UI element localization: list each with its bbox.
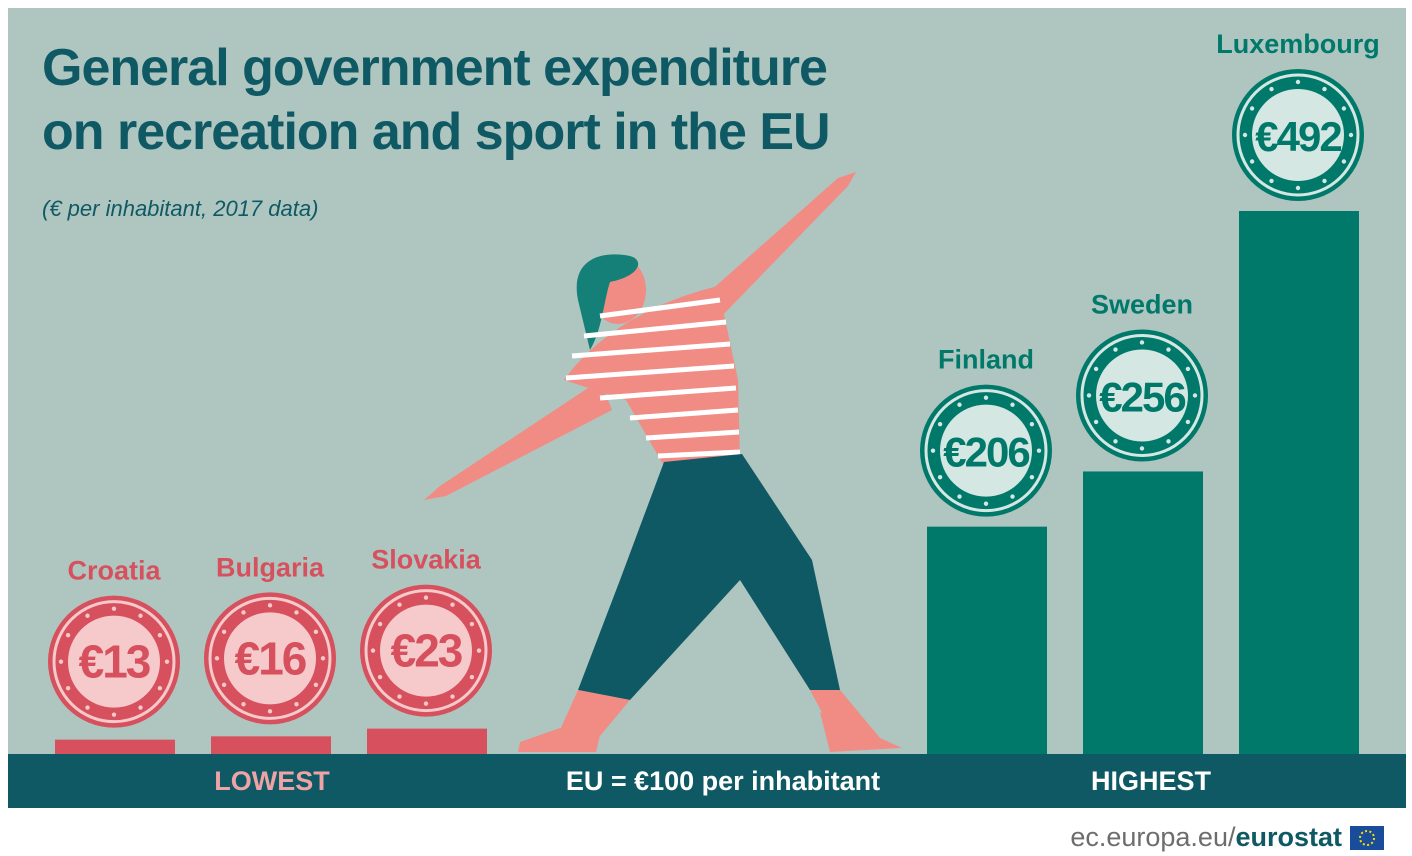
source-credit[interactable]: ec.europa.eu/eurostat bbox=[1070, 822, 1342, 853]
chart-subtitle: (€ per inhabitant, 2017 data) bbox=[42, 196, 319, 221]
coin-icon bbox=[360, 584, 492, 717]
chart-title: General government expenditure on recrea… bbox=[42, 36, 882, 164]
coin-icon bbox=[204, 592, 336, 725]
baseline-band bbox=[8, 754, 1406, 808]
coin-icon bbox=[1076, 329, 1208, 462]
bar-sweden bbox=[1083, 471, 1203, 754]
category-label-croatia: Croatia bbox=[67, 556, 161, 586]
category-label-slovakia: Slovakia bbox=[371, 545, 482, 575]
eu-flag-icon bbox=[1350, 826, 1384, 850]
value-label-finland: €206 bbox=[943, 429, 1029, 476]
source-domain: ec.europa.eu/ bbox=[1070, 822, 1236, 852]
value-label-sweden: €256 bbox=[1099, 373, 1185, 420]
highest-label: HIGHEST bbox=[1090, 766, 1212, 796]
value-label-bulgaria: €16 bbox=[235, 632, 306, 684]
value-label-slovakia: €23 bbox=[391, 625, 462, 677]
bar-slovakia bbox=[367, 728, 487, 754]
category-label-sweden: Sweden bbox=[1091, 289, 1193, 319]
bar-luxembourg bbox=[1239, 211, 1359, 754]
category-label-finland: Finland bbox=[938, 345, 1034, 375]
bar-bulgaria bbox=[211, 736, 331, 754]
chart-title-text: General government expenditure on recrea… bbox=[42, 39, 831, 161]
coin-icon bbox=[1232, 69, 1364, 201]
eu-average-label: EU = €100 per inhabitant bbox=[565, 766, 881, 796]
value-label-croatia: €13 bbox=[79, 636, 150, 688]
bar-croatia bbox=[55, 739, 175, 754]
woman-exercising-illustration bbox=[424, 172, 902, 752]
bar-finland bbox=[927, 526, 1047, 754]
source-brand: eurostat bbox=[1235, 822, 1342, 852]
category-label-bulgaria: Bulgaria bbox=[216, 552, 325, 582]
coin-icon bbox=[48, 595, 180, 728]
value-label-luxembourg: €492 bbox=[1255, 113, 1341, 160]
coin-icon bbox=[920, 384, 1052, 517]
category-label-luxembourg: Luxembourg bbox=[1216, 29, 1380, 59]
lowest-label: LOWEST bbox=[214, 766, 330, 796]
